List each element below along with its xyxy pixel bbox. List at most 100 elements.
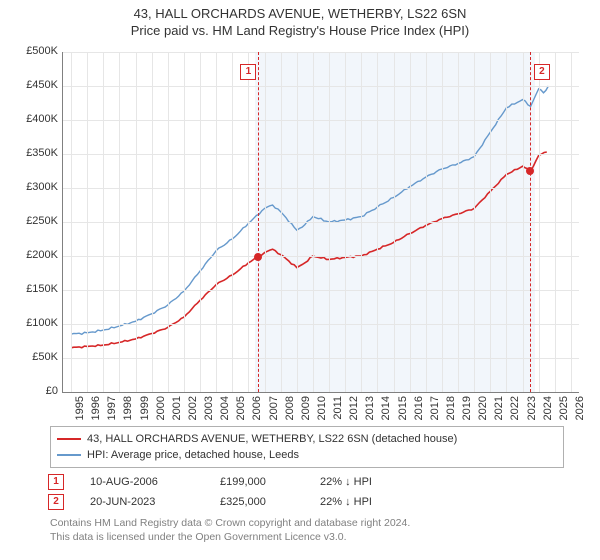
x-axis-label: 2019 xyxy=(461,396,473,420)
series-line-blue xyxy=(71,86,548,334)
gridline-v xyxy=(571,52,572,392)
gridline-v xyxy=(87,52,88,392)
gridline-v xyxy=(184,52,185,392)
legend: 43, HALL ORCHARDS AVENUE, WETHERBY, LS22… xyxy=(50,426,564,468)
transaction-row: 110-AUG-2006£199,00022% ↓ HPI xyxy=(40,472,560,492)
x-axis-label: 2021 xyxy=(493,396,505,420)
gridline-h xyxy=(63,188,579,189)
x-axis-label: 1998 xyxy=(122,396,134,420)
x-axis-label: 2013 xyxy=(364,396,376,420)
gridline-v xyxy=(168,52,169,392)
x-axis-label: 2000 xyxy=(155,396,167,420)
y-axis-label: £50K xyxy=(18,351,58,363)
legend-row: 43, HALL ORCHARDS AVENUE, WETHERBY, LS22… xyxy=(57,431,557,447)
event-vline xyxy=(530,52,531,392)
x-axis-label: 2004 xyxy=(219,396,231,420)
gridline-v xyxy=(329,52,330,392)
gridline-v xyxy=(200,52,201,392)
legend-row: HPI: Average price, detached house, Leed… xyxy=(57,447,557,463)
gridline-v xyxy=(442,52,443,392)
x-axis-label: 2026 xyxy=(574,396,586,420)
gridline-v xyxy=(103,52,104,392)
footer: Contains HM Land Registry data © Crown c… xyxy=(50,516,570,544)
x-axis-label: 2003 xyxy=(203,396,215,420)
x-axis-label: 2011 xyxy=(332,396,344,420)
y-axis-label: £0 xyxy=(18,385,58,397)
x-axis-label: 2025 xyxy=(558,396,570,420)
footer-line-1: Contains HM Land Registry data © Crown c… xyxy=(50,516,570,530)
gridline-h xyxy=(63,290,579,291)
gridline-v xyxy=(152,52,153,392)
gridline-v xyxy=(248,52,249,392)
x-axis-label: 1996 xyxy=(90,396,102,420)
chart-area: 12 £0£50K£100K£150K£200K£250K£300K£350K£… xyxy=(12,52,588,412)
transaction-marker: 2 xyxy=(48,494,64,510)
gridline-v xyxy=(136,52,137,392)
footer-line-2: This data is licensed under the Open Gov… xyxy=(50,530,570,544)
y-axis-label: £150K xyxy=(18,283,58,295)
transaction-row: 2 20-JUN-2023£325,00022% ↓ HPI xyxy=(40,492,560,512)
gridline-v xyxy=(426,52,427,392)
title-line-2: Price paid vs. HM Land Registry's House … xyxy=(0,23,600,38)
x-axis-label: 2023 xyxy=(526,396,538,420)
gridline-v xyxy=(345,52,346,392)
x-axis-label: 2005 xyxy=(235,396,247,420)
x-axis-label: 1995 xyxy=(74,396,86,420)
gridline-h xyxy=(63,256,579,257)
x-axis-label: 2012 xyxy=(348,396,360,420)
transaction-date: 10-AUG-2006 xyxy=(90,476,220,488)
gridline-v xyxy=(394,52,395,392)
x-axis-label: 2024 xyxy=(542,396,554,420)
gridline-v xyxy=(119,52,120,392)
x-axis-label: 2001 xyxy=(171,396,183,420)
gridline-v xyxy=(361,52,362,392)
event-marker-box: 1 xyxy=(240,64,256,80)
gridline-h xyxy=(63,86,579,87)
transaction-marker: 1 xyxy=(48,474,64,490)
gridline-v xyxy=(410,52,411,392)
gridline-v xyxy=(523,52,524,392)
gridline-v xyxy=(458,52,459,392)
plot-area: 12 xyxy=(62,52,579,393)
gridline-v xyxy=(506,52,507,392)
y-axis-label: £100K xyxy=(18,317,58,329)
x-axis-label: 2007 xyxy=(268,396,280,420)
x-axis-label: 2020 xyxy=(477,396,489,420)
gridline-v xyxy=(71,52,72,392)
y-axis-label: £250K xyxy=(18,215,58,227)
x-axis-label: 2015 xyxy=(397,396,409,420)
titles: 43, HALL ORCHARDS AVENUE, WETHERBY, LS22… xyxy=(0,0,600,38)
title-line-1: 43, HALL ORCHARDS AVENUE, WETHERBY, LS22… xyxy=(0,6,600,21)
transactions-table: 110-AUG-2006£199,00022% ↓ HPI220-JUN-202… xyxy=(40,472,560,512)
legend-label: HPI: Average price, detached house, Leed… xyxy=(87,449,299,461)
gridline-h xyxy=(63,52,579,53)
y-axis-label: £500K xyxy=(18,45,58,57)
x-axis-label: 2018 xyxy=(445,396,457,420)
transaction-pct: 22% ↓ HPI xyxy=(320,476,430,488)
x-axis-label: 2010 xyxy=(316,396,328,420)
gridline-v xyxy=(297,52,298,392)
transaction-date: 20-JUN-2023 xyxy=(90,496,220,508)
gridline-v xyxy=(555,52,556,392)
y-axis-label: £350K xyxy=(18,147,58,159)
event-marker-box: 2 xyxy=(534,64,550,80)
event-marker-dot xyxy=(254,253,262,261)
y-axis-label: £450K xyxy=(18,79,58,91)
x-axis-label: 2002 xyxy=(187,396,199,420)
x-axis-label: 2022 xyxy=(509,396,521,420)
x-axis-label: 2017 xyxy=(429,396,441,420)
transaction-price: £325,000 xyxy=(220,496,320,508)
gridline-v xyxy=(216,52,217,392)
gridline-v xyxy=(313,52,314,392)
transaction-pct: 22% ↓ HPI xyxy=(320,496,430,508)
gridline-v xyxy=(265,52,266,392)
gridline-h xyxy=(63,324,579,325)
x-axis-label: 2016 xyxy=(413,396,425,420)
y-axis-label: £200K xyxy=(18,249,58,261)
gridline-h xyxy=(63,358,579,359)
x-axis-label: 1999 xyxy=(139,396,151,420)
x-axis-label: 2008 xyxy=(284,396,296,420)
y-axis-label: £400K xyxy=(18,113,58,125)
gridline-v xyxy=(490,52,491,392)
gridline-v xyxy=(232,52,233,392)
